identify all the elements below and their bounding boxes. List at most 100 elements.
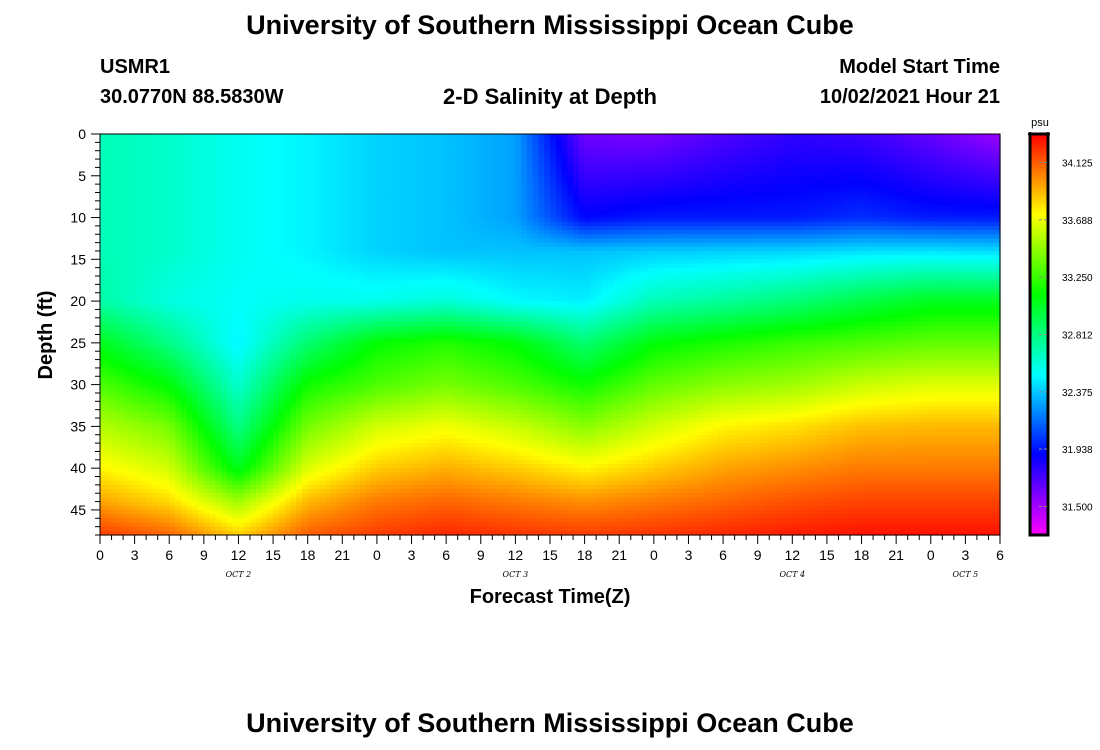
heatmap-cell: [451, 167, 459, 173]
heatmap-cell: [515, 250, 522, 256]
heatmap-cell: [584, 163, 591, 169]
heatmap-cell: [630, 255, 638, 260]
heatmap-cell: [382, 175, 390, 181]
heatmap-cell: [498, 167, 505, 173]
heatmap-cell: [221, 163, 228, 169]
heatmap-cell: [440, 146, 447, 152]
heatmap-cell: [180, 159, 188, 164]
heatmap-cell: [642, 205, 649, 210]
heatmap-cell: [901, 150, 909, 156]
heatmap-cell: [313, 150, 320, 156]
heatmap-cell: [901, 134, 909, 139]
heatmap-cell: [301, 159, 309, 164]
heatmap-cell: [844, 263, 851, 269]
heatmap-cell: [601, 192, 609, 198]
heatmap-cell: [855, 138, 863, 143]
heatmap-cell: [901, 263, 909, 269]
station-id: USMR1: [100, 56, 171, 78]
heatmap-cell: [365, 200, 372, 206]
heatmap-cell: [561, 213, 568, 219]
heatmap-cell: [509, 217, 516, 223]
heatmap-cell: [434, 179, 441, 185]
heatmap-cell: [653, 209, 661, 214]
heatmap-cell: [192, 159, 199, 164]
heatmap-cell: [365, 234, 372, 240]
heatmap-cell: [676, 179, 684, 185]
heatmap-cell: [405, 138, 413, 143]
heatmap-cell: [642, 196, 649, 202]
heatmap-cell: [705, 246, 713, 252]
heatmap-cell: [665, 242, 672, 248]
heatmap-cell: [244, 225, 251, 231]
heatmap-cell: [711, 167, 718, 173]
heatmap-cell: [163, 167, 170, 173]
heatmap-cell: [521, 246, 528, 252]
heatmap-cell: [163, 154, 170, 160]
heatmap-cell: [498, 138, 505, 143]
heatmap-cell: [976, 163, 984, 169]
heatmap-cell: [913, 255, 920, 260]
heatmap-cell: [353, 196, 361, 202]
heatmap-cell: [711, 205, 718, 210]
heatmap-cell: [353, 184, 361, 189]
heatmap-cell: [994, 171, 1001, 177]
heatmap-cell: [757, 242, 765, 248]
heatmap-cell: [175, 171, 182, 177]
heatmap-cell: [832, 154, 840, 160]
heatmap-cell: [636, 250, 643, 256]
heatmap-cell: [705, 250, 713, 256]
heatmap-cell: [671, 242, 678, 248]
heatmap-cell: [498, 225, 505, 231]
heatmap-cell: [169, 138, 176, 143]
heatmap-cell: [930, 225, 938, 231]
heatmap-cell: [976, 213, 984, 219]
heatmap-cell: [792, 259, 799, 265]
heatmap-cell: [700, 200, 707, 206]
heatmap-cell: [578, 154, 586, 160]
heatmap-cell: [359, 167, 366, 173]
heatmap-cell: [942, 134, 949, 139]
heatmap-cell: [838, 150, 845, 156]
heatmap-cell: [948, 259, 955, 265]
heatmap-cell: [769, 217, 776, 223]
heatmap-cell: [584, 179, 591, 185]
heatmap-cell: [723, 192, 730, 198]
heatmap-cell: [728, 184, 736, 189]
heatmap-cell: [405, 150, 413, 156]
heatmap-cell: [630, 263, 638, 269]
heatmap-cell: [325, 175, 332, 181]
heatmap-cell: [925, 167, 932, 173]
heatmap-cell: [348, 221, 355, 227]
heatmap-cell: [480, 238, 488, 244]
heatmap-cell: [769, 175, 776, 181]
heatmap-cell: [890, 238, 897, 244]
heatmap-cell: [567, 242, 574, 248]
heatmap-cell: [203, 196, 211, 202]
heatmap-cell: [325, 230, 332, 235]
heatmap-cell: [423, 250, 430, 256]
heatmap-cell: [330, 179, 338, 185]
heatmap-cell: [313, 263, 320, 269]
heatmap-cell: [826, 192, 834, 198]
heatmap-cell: [284, 230, 291, 235]
heatmap-cell: [884, 263, 891, 269]
heatmap-cell: [890, 221, 897, 227]
heatmap-cell: [717, 188, 724, 194]
heatmap-cell: [163, 138, 170, 143]
heatmap-cell: [365, 150, 372, 156]
heatmap-cell: [250, 142, 257, 148]
heatmap-cell: [244, 138, 251, 143]
heatmap-cell: [746, 192, 753, 198]
heatmap-cell: [728, 154, 736, 160]
heatmap-cell: [550, 150, 557, 156]
heatmap-cell: [936, 159, 943, 164]
heatmap-cell: [798, 263, 805, 269]
station-coordinates: 30.0770N 88.5830W: [100, 86, 284, 108]
heatmap-cell: [648, 134, 655, 139]
heatmap-cell: [388, 209, 395, 214]
heatmap-cell: [780, 163, 788, 169]
heatmap-cell: [330, 263, 338, 269]
heatmap-cell: [457, 234, 465, 240]
heatmap-cell: [215, 230, 222, 235]
heatmap-cell: [578, 209, 586, 214]
